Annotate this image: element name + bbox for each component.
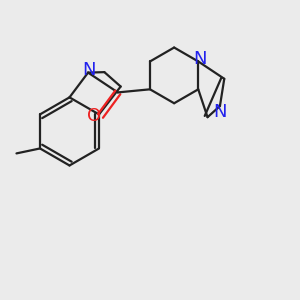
Text: N: N (82, 61, 96, 79)
Text: N: N (193, 50, 206, 68)
Text: N: N (213, 103, 227, 121)
Text: O: O (87, 107, 101, 125)
